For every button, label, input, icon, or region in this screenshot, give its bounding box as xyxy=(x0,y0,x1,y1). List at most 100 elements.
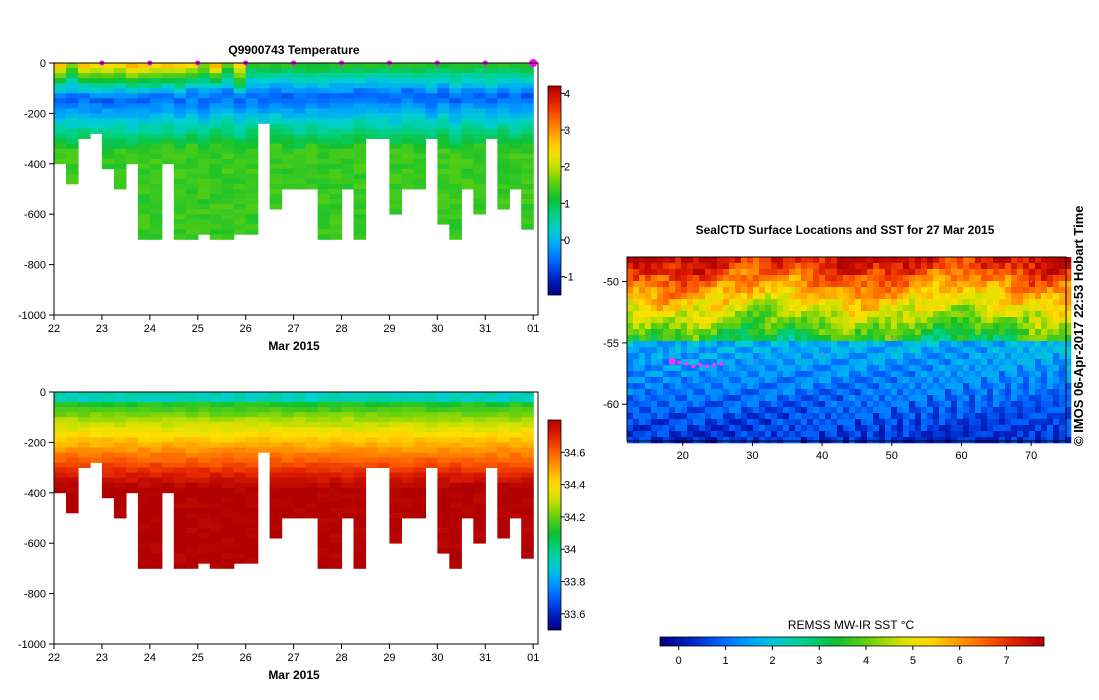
sst-cell xyxy=(891,419,898,426)
sst-cell xyxy=(759,407,766,414)
sst-cell xyxy=(717,365,724,372)
sst-cell xyxy=(885,371,892,378)
section-cell xyxy=(173,492,187,499)
sst-cell xyxy=(777,407,784,414)
section-cell xyxy=(497,452,510,458)
sst-cell xyxy=(693,275,700,282)
sst-cell xyxy=(687,389,694,396)
sst-cell xyxy=(1065,269,1072,276)
sst-cell xyxy=(945,353,952,360)
sst-cell xyxy=(837,287,844,294)
sst-cell xyxy=(771,335,778,342)
sst-cell xyxy=(627,437,634,444)
sst-cell xyxy=(1035,365,1042,372)
sst-cell xyxy=(729,341,736,348)
sst-cell xyxy=(903,395,910,402)
sst-cell xyxy=(885,335,892,342)
section-cell xyxy=(101,158,115,165)
sst-cell xyxy=(873,395,880,402)
sst-cell xyxy=(681,275,688,282)
section-cell xyxy=(257,427,271,433)
section-cell xyxy=(245,502,259,509)
sst-cell xyxy=(717,377,724,384)
sst-cell xyxy=(933,359,940,366)
temperature-frame xyxy=(53,62,539,316)
sst-cell xyxy=(915,317,922,324)
sst-cell xyxy=(639,371,646,378)
sst-cell xyxy=(675,419,682,426)
section-cell xyxy=(245,507,259,514)
sst-cell xyxy=(855,437,862,444)
section-cell xyxy=(413,417,426,423)
section-cell xyxy=(113,113,127,119)
sst-cell xyxy=(867,275,874,282)
sst-cell xyxy=(741,383,748,390)
section-cell xyxy=(185,447,199,453)
sst-cell xyxy=(1029,365,1036,372)
sst-cell xyxy=(651,305,658,312)
y-tick-label: -200 xyxy=(24,437,46,449)
section-cell xyxy=(449,209,462,215)
sst-cell xyxy=(885,407,892,414)
section-cell xyxy=(377,457,391,463)
sst-cell xyxy=(771,359,778,366)
sst-cell xyxy=(753,323,760,330)
section-cell xyxy=(137,507,151,514)
sst-cell xyxy=(651,347,658,354)
sst-cell xyxy=(1011,293,1018,300)
section-cell xyxy=(269,63,283,69)
section-cell xyxy=(245,229,259,235)
section-cell xyxy=(497,492,510,499)
section-cell xyxy=(437,138,450,144)
sst-cell xyxy=(885,269,892,276)
sst-cell xyxy=(1011,359,1018,366)
sst-cell xyxy=(1023,413,1030,420)
sst-cell xyxy=(963,347,970,354)
sst-cell xyxy=(921,413,928,420)
section-cell xyxy=(101,397,115,403)
sst-cell xyxy=(741,371,748,378)
sst-cell xyxy=(993,287,1000,294)
section-cell xyxy=(78,128,91,134)
sst-cell xyxy=(993,329,1000,336)
section-cell xyxy=(113,173,127,180)
sst-cell xyxy=(1047,347,1054,354)
sst-cell xyxy=(1059,269,1066,276)
section-cell xyxy=(221,538,235,544)
sst-cell xyxy=(663,299,670,306)
sst-cell xyxy=(807,335,814,342)
section-cell xyxy=(245,163,259,170)
sst-cell xyxy=(933,263,940,270)
section-cell xyxy=(485,73,498,79)
sst-cell xyxy=(879,323,886,330)
y-tick-label: -800 xyxy=(24,589,46,601)
sst-cell xyxy=(993,425,1000,432)
sst-cell xyxy=(819,377,826,384)
section-cell xyxy=(293,68,307,74)
sst-cell xyxy=(837,269,844,276)
section-cell xyxy=(281,138,295,144)
sst-cell xyxy=(993,269,1000,276)
section-cell xyxy=(101,447,115,453)
sst-cell xyxy=(927,257,934,264)
sst-cell xyxy=(639,377,646,384)
sst-cell xyxy=(1047,371,1054,378)
sst-cell xyxy=(741,365,748,372)
section-cell xyxy=(341,392,355,398)
sst-cell xyxy=(867,401,874,408)
sst-cell xyxy=(717,347,724,354)
sst-cell xyxy=(843,401,850,408)
section-cell xyxy=(209,98,223,104)
sst-cell xyxy=(657,359,664,366)
section-cell xyxy=(257,63,271,69)
sst-cell xyxy=(759,275,766,282)
sst-cell xyxy=(987,347,994,354)
section-cell xyxy=(269,492,283,499)
section-cell xyxy=(125,158,139,165)
sst-cell xyxy=(1059,377,1066,384)
sst-cell xyxy=(1005,323,1012,330)
section-cell xyxy=(197,482,211,489)
sst-cell xyxy=(705,305,712,312)
x-tick-label: 24 xyxy=(144,652,156,664)
section-cell xyxy=(473,204,486,210)
